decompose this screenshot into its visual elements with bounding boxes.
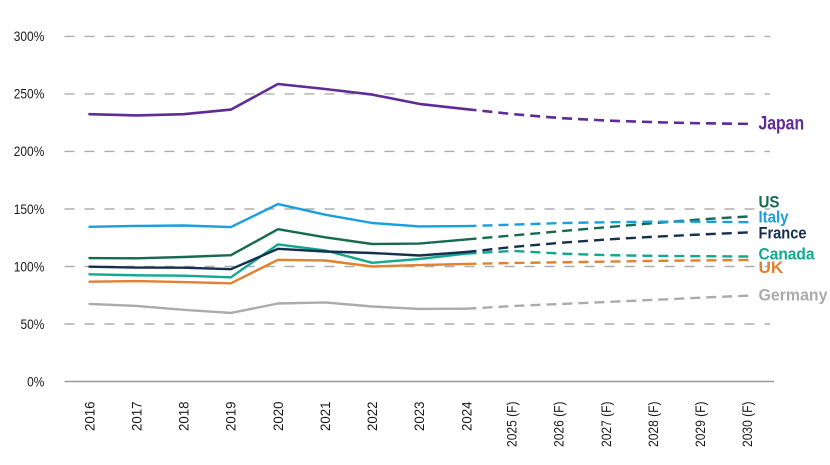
svg-text:Italy: Italy xyxy=(759,208,789,227)
svg-text:0%: 0% xyxy=(27,374,44,389)
svg-text:2017: 2017 xyxy=(128,401,144,431)
svg-text:300%: 300% xyxy=(14,29,45,44)
svg-text:2022: 2022 xyxy=(364,401,380,431)
svg-text:2029 (F): 2029 (F) xyxy=(692,402,708,448)
svg-text:France: France xyxy=(759,223,807,242)
svg-text:2018: 2018 xyxy=(176,401,192,431)
svg-text:2016: 2016 xyxy=(81,401,97,431)
svg-text:50%: 50% xyxy=(21,317,45,332)
svg-text:2025 (F): 2025 (F) xyxy=(504,402,520,448)
svg-text:2021: 2021 xyxy=(317,401,333,431)
svg-text:UK: UK xyxy=(759,258,785,277)
svg-text:2028 (F): 2028 (F) xyxy=(645,402,661,448)
svg-text:250%: 250% xyxy=(14,87,45,102)
svg-text:2027 (F): 2027 (F) xyxy=(598,402,614,448)
svg-text:2019: 2019 xyxy=(223,401,239,431)
svg-text:150%: 150% xyxy=(14,202,45,217)
svg-text:2024: 2024 xyxy=(458,401,474,431)
svg-text:2026 (F): 2026 (F) xyxy=(551,402,567,448)
svg-text:Germany: Germany xyxy=(759,285,829,304)
svg-text:2023: 2023 xyxy=(411,401,427,431)
svg-text:2030 (F): 2030 (F) xyxy=(739,402,755,448)
svg-text:200%: 200% xyxy=(14,144,45,159)
svg-text:100%: 100% xyxy=(14,259,45,274)
svg-text:Japan: Japan xyxy=(759,113,805,134)
svg-text:2020: 2020 xyxy=(270,401,286,431)
svg-text:Canada: Canada xyxy=(759,244,815,263)
svg-text:US: US xyxy=(759,192,780,211)
